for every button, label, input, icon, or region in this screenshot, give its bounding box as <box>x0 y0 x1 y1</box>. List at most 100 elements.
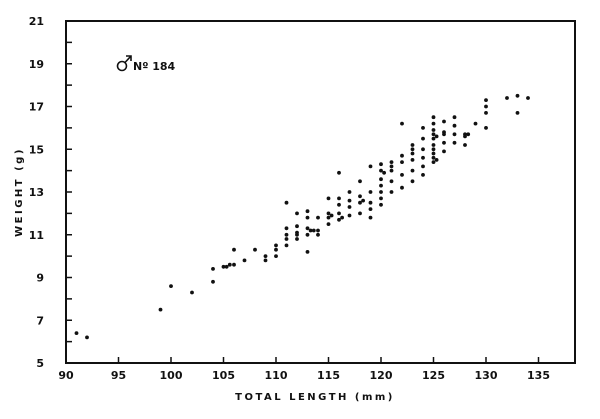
data-point <box>431 147 436 152</box>
y-tick-label: 13 <box>29 186 44 199</box>
data-point <box>484 111 488 115</box>
data-point <box>431 155 436 160</box>
data-point <box>305 215 310 220</box>
data-point <box>442 149 446 154</box>
data-point <box>347 198 352 203</box>
y-tick-label: 5 <box>36 357 44 370</box>
data-point <box>358 211 362 216</box>
data-point <box>326 215 331 220</box>
data-point <box>326 211 331 216</box>
data-point <box>442 119 446 124</box>
data-point <box>305 250 310 254</box>
data-point <box>221 264 226 269</box>
data-point <box>463 143 467 147</box>
data-point <box>473 121 478 126</box>
data-point <box>326 196 331 201</box>
data-point <box>389 164 394 169</box>
data-point <box>452 132 457 137</box>
y-tick-label: 9 <box>36 272 44 285</box>
data-point <box>382 170 386 175</box>
data-point <box>421 147 425 152</box>
data-point <box>368 190 373 194</box>
data-point <box>358 179 362 184</box>
data-point <box>227 262 232 267</box>
x-tick-label: 135 <box>527 369 550 382</box>
data-point <box>389 190 394 194</box>
x-axis: 90 95 100 105 110 115 120 125 130 135 <box>58 357 550 382</box>
male-specimen-annotation: Nº 184 <box>116 55 176 73</box>
data-point <box>337 211 341 216</box>
data-point <box>410 168 415 173</box>
data-point <box>515 93 520 98</box>
data-point <box>295 237 299 241</box>
data-point <box>242 258 247 263</box>
x-tick-label: 125 <box>422 369 445 382</box>
data-point <box>316 232 320 237</box>
data-point <box>284 237 289 241</box>
data-point <box>169 284 173 288</box>
data-point <box>326 222 331 227</box>
data-point <box>400 185 404 190</box>
data-point <box>337 170 341 175</box>
data-point <box>421 136 425 141</box>
y-tick-label: 11 <box>29 229 44 242</box>
data-point <box>305 209 310 214</box>
y-tick-label: 19 <box>29 58 44 71</box>
data-point <box>452 115 457 120</box>
x-tick-label: 110 <box>265 369 288 382</box>
data-point <box>295 211 299 216</box>
data-point <box>224 264 229 269</box>
data-point <box>337 202 341 207</box>
data-point <box>284 200 289 205</box>
data-point <box>389 168 394 173</box>
x-tick-label: 90 <box>58 369 74 382</box>
data-point <box>274 243 278 248</box>
data-point <box>431 136 436 141</box>
data-point <box>358 194 362 199</box>
data-point <box>515 111 520 115</box>
data-point <box>484 126 488 130</box>
data-point <box>361 198 365 203</box>
data-point <box>389 160 394 165</box>
data-point <box>421 164 425 169</box>
data-point <box>311 228 316 233</box>
y-axis: 5 7 9 11 13 15 17 19 21 <box>29 15 72 370</box>
data-point <box>190 290 194 295</box>
data-points <box>74 93 530 340</box>
x-tick-label: 130 <box>475 369 498 382</box>
data-point <box>463 134 467 139</box>
x-tick-label: 115 <box>317 369 340 382</box>
data-point <box>274 247 278 252</box>
data-point <box>442 140 446 145</box>
data-point <box>295 224 299 229</box>
data-point <box>253 247 257 252</box>
data-point <box>305 232 310 237</box>
data-point <box>305 226 310 231</box>
data-point <box>410 147 415 152</box>
data-point <box>431 132 436 137</box>
data-point <box>431 143 436 147</box>
data-point <box>263 258 268 263</box>
data-point <box>347 190 352 194</box>
data-point <box>421 173 425 177</box>
male-symbol-icon <box>116 55 132 72</box>
data-point <box>379 183 383 188</box>
data-point <box>410 143 415 147</box>
data-point <box>434 134 439 139</box>
data-point <box>400 153 404 158</box>
data-point <box>211 267 215 271</box>
data-point <box>158 307 163 312</box>
data-point <box>340 215 344 220</box>
data-point <box>368 207 373 212</box>
data-point <box>400 173 404 177</box>
data-point <box>431 115 436 120</box>
data-point <box>452 140 457 145</box>
data-point <box>526 96 530 100</box>
data-point <box>337 217 341 222</box>
data-point <box>85 335 89 340</box>
data-point <box>431 160 436 165</box>
data-point <box>410 151 415 156</box>
data-point <box>484 98 488 102</box>
data-point <box>505 96 509 100</box>
